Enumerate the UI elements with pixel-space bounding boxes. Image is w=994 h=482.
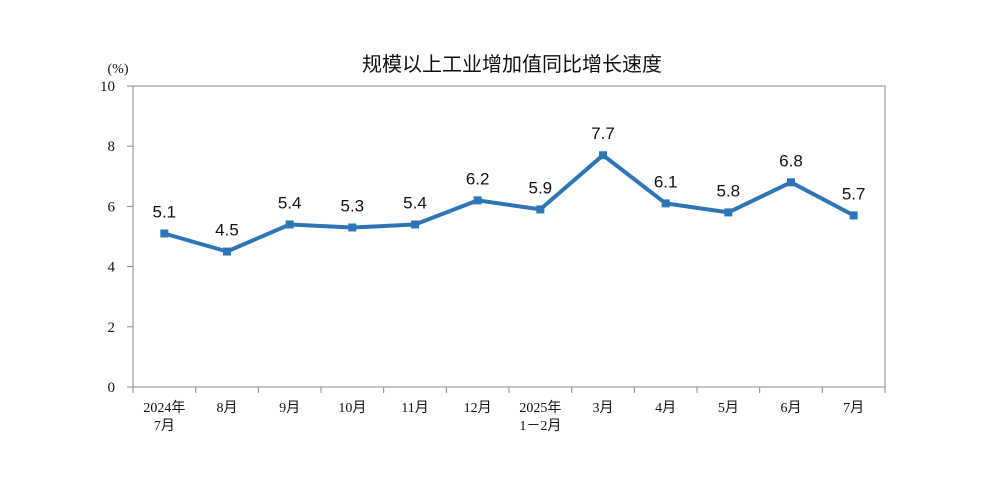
chart-title: 规模以上工业增加值同比增长速度 — [362, 52, 662, 76]
y-tick-label: 6 — [108, 199, 116, 215]
data-point — [223, 247, 231, 256]
x-tick-label: 2024年 — [143, 400, 185, 416]
x-tick-label: 12月 — [464, 400, 492, 416]
y-tick-label: 4 — [108, 260, 116, 276]
x-tick-label: 1－2月 — [519, 418, 561, 434]
data-label: 6.2 — [466, 169, 490, 188]
x-tick-label: 5月 — [718, 400, 739, 416]
data-point — [849, 211, 858, 220]
data-label: 5.9 — [529, 178, 553, 197]
data-point — [160, 229, 169, 238]
series-line — [162, 153, 856, 254]
data-label: 5.4 — [403, 193, 427, 212]
data-point — [411, 220, 419, 229]
data-label: 5.8 — [717, 181, 741, 200]
x-tick-label: 6月 — [781, 400, 802, 416]
data-label: 6.8 — [779, 151, 803, 170]
x-tick-label: 9月 — [279, 400, 300, 416]
data-markers — [160, 151, 858, 256]
data-label: 5.7 — [842, 184, 866, 203]
data-label: 5.1 — [153, 202, 177, 221]
y-axis-unit: (%) — [108, 62, 129, 77]
data-label: 7.7 — [591, 124, 615, 143]
data-label: 5.3 — [341, 196, 365, 215]
y-tick-label: 0 — [108, 380, 116, 396]
data-point — [599, 151, 607, 160]
data-label: 6.1 — [654, 172, 678, 191]
data-point — [473, 196, 482, 205]
data-label: 5.4 — [278, 193, 302, 212]
y-tick-label: 2 — [108, 320, 116, 336]
x-tick-label: 7月 — [154, 418, 175, 434]
x-axis: 2024年 7月 8月 9月 10月 11月 12月 2025年 1－2月 3月 4月 5月 6月 7月 — [132, 387, 886, 434]
x-tick-label: 8月 — [217, 400, 238, 416]
y-tick-label: 8 — [108, 139, 116, 155]
y-axis: 0 2 4 6 8 10 — [100, 79, 133, 396]
data-point — [787, 178, 795, 187]
x-tick-label: 3月 — [593, 400, 614, 416]
x-tick-label: 11月 — [401, 400, 428, 416]
data-point — [536, 205, 545, 214]
data-point — [661, 199, 670, 208]
x-tick-label: 10月 — [338, 400, 366, 416]
data-point — [348, 223, 357, 232]
data-label: 4.5 — [215, 221, 239, 240]
x-tick-label: 2025年 — [519, 400, 561, 416]
x-tick-label: 4月 — [655, 400, 676, 416]
plot-frame — [132, 85, 886, 388]
data-labels: 5.1 4.5 5.4 5.3 5.4 6.2 5.9 7.7 6.1 5.8 6.8 5.7 — [153, 124, 866, 239]
data-point — [285, 220, 294, 229]
data-point — [724, 208, 733, 217]
x-tick-label: 7月 — [843, 400, 864, 416]
y-tick-label: 10 — [100, 79, 115, 95]
